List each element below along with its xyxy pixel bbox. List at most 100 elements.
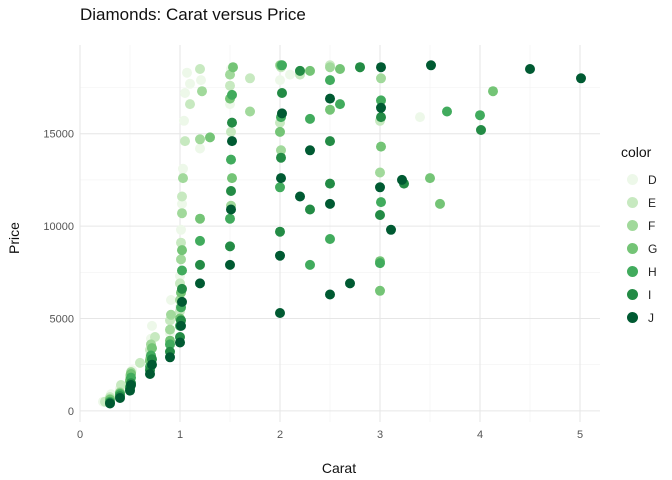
legend-label: F	[648, 218, 656, 233]
data-point-h	[305, 259, 315, 270]
data-point-j	[305, 145, 315, 156]
data-point-i	[195, 259, 205, 270]
data-point-i	[305, 204, 315, 215]
data-point-f	[276, 145, 286, 156]
x-tick-label: 1	[177, 429, 183, 441]
data-point-d	[196, 75, 206, 86]
data-point-h	[335, 99, 345, 110]
legend-swatch	[627, 266, 638, 277]
data-point-e	[116, 380, 126, 390]
data-point-d	[185, 78, 195, 89]
legend-swatch	[627, 312, 638, 323]
data-point-j	[115, 393, 125, 403]
data-point-j	[275, 250, 285, 261]
data-point-f	[178, 173, 188, 184]
data-point-f	[165, 324, 175, 335]
x-tick-label: 4	[477, 429, 483, 441]
data-point-i	[476, 125, 486, 135]
x-tick-label: 3	[377, 429, 383, 441]
data-point-g	[205, 132, 215, 143]
legend-item-f: F	[621, 214, 657, 237]
data-point-j	[165, 352, 175, 363]
data-point-f	[166, 309, 176, 320]
data-point-i	[376, 112, 386, 123]
data-point-e	[135, 357, 145, 368]
data-point-d	[180, 88, 190, 98]
data-point-j	[345, 278, 355, 289]
data-point-g	[177, 245, 187, 256]
data-point-j	[145, 369, 155, 379]
data-point-d	[182, 67, 192, 78]
data-point-i	[227, 117, 237, 128]
data-point-g	[147, 343, 157, 354]
data-point-h	[475, 110, 485, 121]
legend-label: H	[648, 264, 657, 279]
data-point-g	[376, 141, 386, 152]
y-tick-label: 5000	[50, 314, 74, 326]
data-point-i	[177, 283, 187, 294]
legend-label: G	[648, 241, 658, 256]
data-point-i	[226, 186, 236, 196]
data-point-j	[397, 174, 407, 185]
data-point-g	[227, 173, 237, 184]
data-point-g	[375, 285, 385, 296]
data-point-j	[225, 259, 235, 270]
data-point-g	[195, 213, 205, 224]
legend-swatch	[627, 197, 638, 208]
y-axis-title: Price	[6, 222, 22, 254]
data-point-g	[275, 126, 285, 137]
data-point-j	[375, 182, 385, 193]
y-tick-label: 15000	[43, 129, 74, 141]
legend-label: D	[648, 172, 657, 187]
data-point-d	[178, 163, 188, 174]
data-point-e	[150, 332, 160, 342]
data-point-d	[177, 198, 187, 209]
data-point-j	[147, 359, 157, 370]
legend-item-e: E	[621, 191, 657, 214]
data-point-f	[176, 254, 186, 265]
data-point-j	[426, 60, 436, 71]
chart-title: Diamonds: Carat versus Price	[80, 5, 306, 24]
data-point-h	[225, 213, 235, 224]
data-point-j	[277, 108, 287, 119]
data-point-d	[176, 224, 186, 235]
data-point-d	[275, 75, 285, 86]
data-point-j	[295, 191, 305, 202]
x-tick-label: 2	[277, 429, 283, 441]
x-axis-title: Carat	[322, 460, 356, 476]
data-point-g	[305, 65, 315, 76]
x-tick-label: 0	[77, 429, 83, 441]
legend-item-g: G	[621, 237, 657, 260]
data-point-j	[376, 62, 386, 73]
data-point-d	[147, 320, 157, 331]
data-point-e	[177, 191, 187, 202]
data-point-i	[355, 62, 365, 73]
data-point-g	[435, 198, 445, 209]
data-points	[98, 60, 586, 409]
legend-label: J	[648, 310, 654, 325]
data-point-j	[276, 173, 286, 184]
data-point-j	[177, 296, 187, 307]
data-point-i	[375, 210, 385, 220]
data-point-j	[175, 337, 185, 348]
data-point-h	[325, 234, 335, 244]
legend-swatch	[627, 243, 638, 254]
data-point-g	[488, 86, 498, 97]
data-point-e	[180, 136, 190, 147]
tick-labels: 0 1 2 3 4 5 0 5000 10000 15000	[43, 129, 583, 441]
legend-item-i: I	[621, 283, 657, 306]
data-point-i	[325, 178, 335, 189]
data-point-j	[227, 136, 237, 147]
data-point-d	[195, 143, 205, 154]
legend-swatch	[627, 289, 638, 300]
data-point-g	[335, 64, 345, 74]
data-point-j	[325, 198, 335, 209]
data-point-i	[325, 136, 335, 147]
data-point-h	[376, 197, 386, 208]
y-tick-label: 10000	[43, 221, 74, 233]
data-point-h	[227, 89, 237, 100]
data-point-h	[275, 182, 285, 193]
data-point-i	[277, 88, 287, 98]
